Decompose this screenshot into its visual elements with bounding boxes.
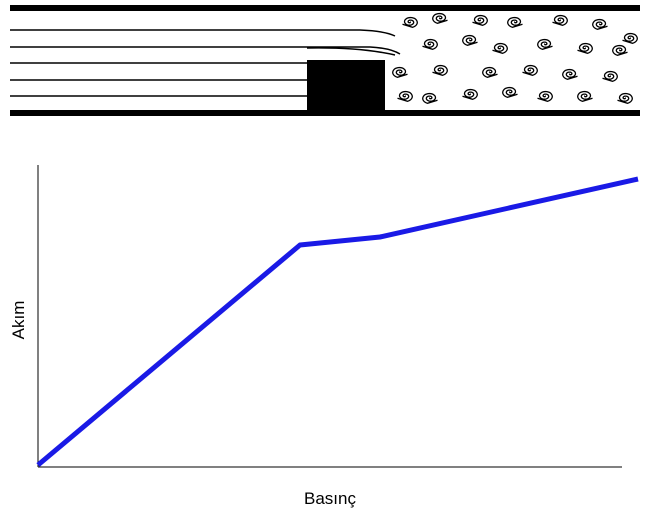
eddy (563, 70, 578, 80)
eddy (523, 66, 538, 76)
turbulence (393, 14, 638, 104)
pipe (10, 8, 640, 113)
eddy (423, 94, 438, 104)
eddy (603, 72, 618, 82)
flow-curve (38, 179, 638, 465)
obstacle (307, 60, 385, 110)
eddy (553, 16, 568, 26)
eddy (578, 92, 593, 102)
eddy (538, 92, 553, 102)
eddy (618, 94, 633, 104)
page: Basınç Akım (0, 0, 652, 518)
x-axis-label: Basınç (304, 489, 356, 508)
eddy (433, 66, 448, 76)
eddy (493, 44, 508, 54)
graph: Basınç Akım (9, 165, 638, 508)
eddy (423, 40, 438, 50)
eddy (473, 16, 488, 26)
eddy (623, 34, 638, 44)
eddy (538, 40, 553, 50)
eddy (483, 68, 498, 78)
y-axis-label: Akım (9, 301, 28, 340)
eddy (503, 88, 518, 98)
eddy (593, 20, 608, 30)
streamline (10, 30, 395, 36)
eddy (398, 92, 413, 102)
eddy (433, 14, 448, 24)
eddy (508, 18, 523, 28)
eddy (578, 44, 593, 54)
eddy (613, 46, 628, 56)
eddy (403, 18, 418, 28)
eddy (463, 90, 478, 100)
streamline (307, 48, 395, 55)
eddy (463, 36, 478, 46)
eddy (393, 68, 408, 78)
